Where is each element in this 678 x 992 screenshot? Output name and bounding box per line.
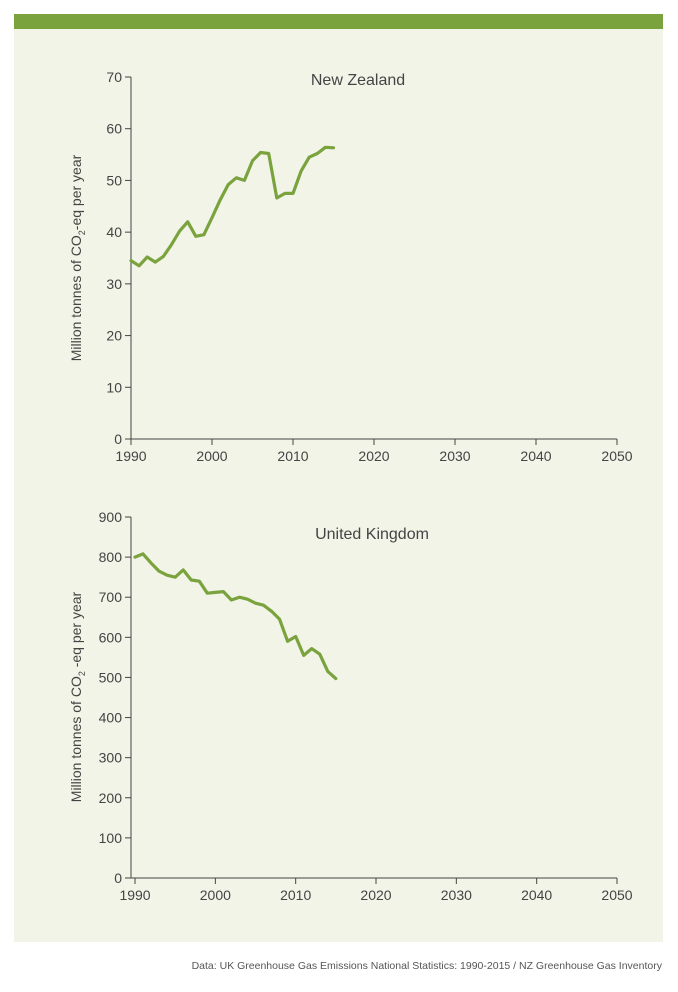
nz-x-tick-label: 2010 <box>277 448 308 464</box>
uk-y-tick-label: 300 <box>99 750 123 766</box>
uk-x-tick-label: 1990 <box>119 887 150 903</box>
uk-y-tick-label: 800 <box>99 549 123 565</box>
uk-x-tick-label: 2000 <box>200 887 231 903</box>
uk-x-tick-label: 2010 <box>280 887 311 903</box>
uk-series-line <box>133 552 338 681</box>
nz-x-tick-label: 2040 <box>520 448 551 464</box>
nz-x-tick-label: 2020 <box>358 448 389 464</box>
uk-y-tick-label: 400 <box>99 710 123 726</box>
uk-y-label-prefix: Million tonnes of CO <box>68 676 84 802</box>
uk-x-tick-label: 2020 <box>360 887 391 903</box>
nz-y-axis-label: Million tonnes of CO2-eq per year <box>68 154 87 361</box>
header-bar <box>14 14 663 29</box>
nz-y-label-prefix: Million tonnes of CO <box>68 235 84 361</box>
nz-series-line <box>129 145 336 268</box>
nz-y-tick-label: 10 <box>106 379 122 395</box>
nz-y-tick-label: 70 <box>106 69 122 85</box>
nz-x-tick-label: 2030 <box>439 448 470 464</box>
uk-chart-title: United Kingdom <box>315 526 429 543</box>
uk-axes <box>130 517 617 879</box>
nz-axes <box>130 77 617 440</box>
nz-y-tick-label: 40 <box>106 224 122 240</box>
uk-y-tick-label: 200 <box>99 790 123 806</box>
nz-x-tick-label: 2050 <box>601 448 632 464</box>
chart-panel <box>14 14 663 942</box>
uk-ticks: 0 100 200 300 400 500 600 700 800 900 1990 2000 2010… <box>99 509 633 903</box>
uk-y-label-suffix: -eq per year <box>68 591 84 671</box>
nz-y-tick-label: 60 <box>106 121 122 137</box>
nz-y-label-sub: 2 <box>77 230 87 235</box>
uk-y-tick-label: 0 <box>114 870 122 886</box>
nz-y-tick-label: 50 <box>106 172 122 188</box>
uk-y-tick-label: 100 <box>99 830 123 846</box>
uk-y-axis-label: Million tonnes of CO2 -eq per year <box>68 591 87 802</box>
uk-y-tick-label: 600 <box>99 629 123 645</box>
nz-y-tick-label: 20 <box>106 328 122 344</box>
uk-y-tick-label: 500 <box>99 669 123 685</box>
nz-x-tick-label: 2000 <box>196 448 227 464</box>
uk-y-label-sub: 2 <box>77 671 87 676</box>
uk-x-tick-label: 2040 <box>521 887 552 903</box>
nz-chart-title: New Zealand <box>311 72 405 89</box>
uk-x-tick-label: 2050 <box>601 887 632 903</box>
nz-y-tick-label: 30 <box>106 276 122 292</box>
uk-x-tick-label: 2030 <box>441 887 472 903</box>
uk-y-tick-label: 700 <box>99 589 123 605</box>
source-note: Data: UK Greenhouse Gas Emissions Nation… <box>191 960 662 972</box>
nz-x-tick-label: 1990 <box>115 448 146 464</box>
nz-y-tick-label: 0 <box>114 431 122 447</box>
chart-united-kingdom: 0 100 200 300 400 500 600 700 800 900 1990 2000 2010… <box>68 509 633 903</box>
uk-y-tick-label: 900 <box>99 509 123 525</box>
nz-y-label-suffix: -eq per year <box>68 154 84 230</box>
